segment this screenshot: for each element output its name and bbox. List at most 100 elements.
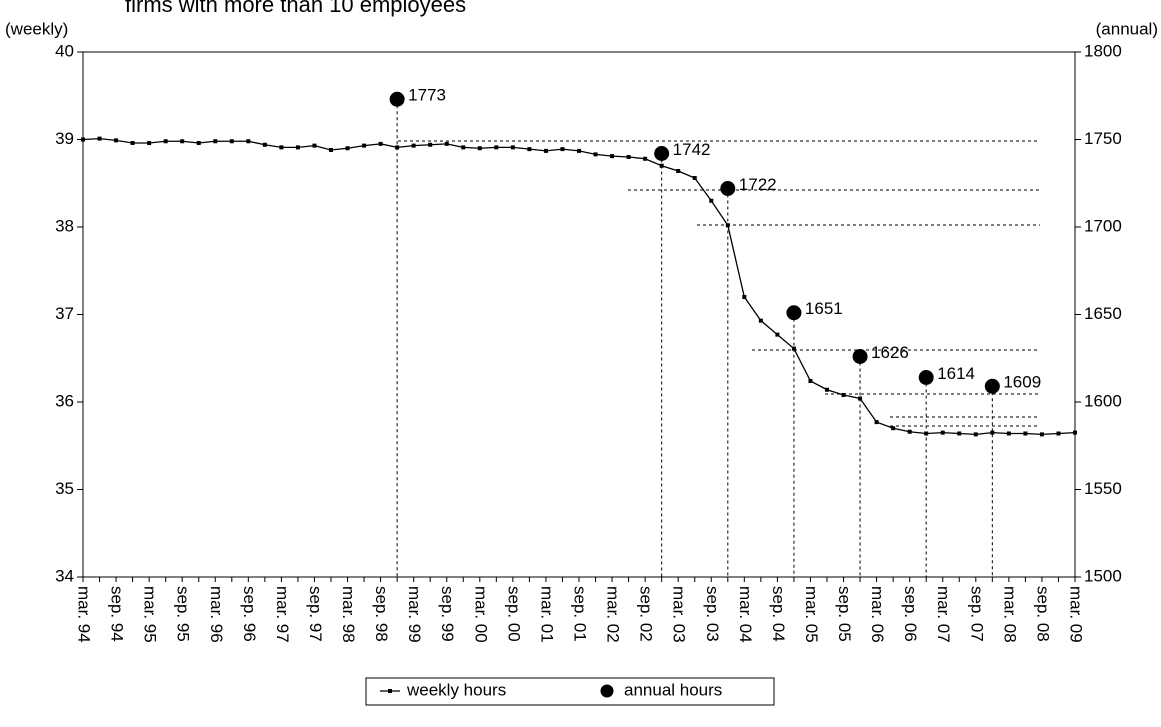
x-tick-label: sep. 08 <box>1033 586 1052 642</box>
legend-symbol <box>600 684 614 698</box>
x-tick-label: sep. 98 <box>372 586 391 642</box>
weekly-marker <box>295 145 300 150</box>
weekly-marker <box>593 152 598 157</box>
x-tick-label: sep. 02 <box>637 586 656 642</box>
annual-point <box>852 349 868 364</box>
weekly-marker <box>213 139 218 144</box>
weekly-marker <box>279 145 284 150</box>
weekly-marker <box>643 156 648 161</box>
weekly-marker <box>940 430 945 435</box>
y2-tick-label: 1750 <box>1084 129 1122 148</box>
x-tick-label: mar. 01 <box>537 586 556 643</box>
y-tick-label: 34 <box>55 566 74 585</box>
x-tick-label: sep. 99 <box>438 586 457 642</box>
weekly-marker <box>610 154 615 159</box>
weekly-marker <box>891 426 896 431</box>
y2-tick-label: 1700 <box>1084 216 1122 235</box>
weekly-marker <box>1006 431 1011 436</box>
weekly-marker <box>229 139 234 144</box>
x-tick-label: mar. 98 <box>339 586 358 643</box>
weekly-marker <box>147 141 152 145</box>
weekly-marker <box>825 387 829 392</box>
y2-tick-label: 1550 <box>1084 479 1122 498</box>
weekly-marker <box>180 139 185 144</box>
annual-point <box>918 370 934 385</box>
x-tick-label: sep. 94 <box>108 586 127 642</box>
weekly-marker <box>81 137 85 142</box>
x-tick-label: mar. 94 <box>75 586 94 643</box>
weekly-marker <box>990 430 995 435</box>
x-tick-label: sep. 05 <box>835 586 854 642</box>
annual-point <box>720 181 736 196</box>
weekly-marker <box>163 139 168 144</box>
annual-point <box>984 378 1000 394</box>
weekly-marker <box>676 169 681 173</box>
annual-point <box>786 305 802 321</box>
x-tick-label: sep. 01 <box>571 586 590 642</box>
legend-symbol <box>388 689 392 693</box>
x-tick-label: sep. 95 <box>174 586 193 642</box>
weekly-marker <box>1039 432 1044 437</box>
y-tick-label: 37 <box>55 304 74 323</box>
y-tick-label: 36 <box>55 391 74 410</box>
x-tick-label: sep. 06 <box>901 586 920 642</box>
data-label: 1651 <box>805 299 843 318</box>
weekly-marker <box>345 146 350 151</box>
y-tick-label: 35 <box>55 479 74 498</box>
weekly-marker <box>841 393 846 397</box>
y-tick-label: 40 <box>55 41 74 60</box>
weekly-marker <box>428 142 433 147</box>
weekly-marker <box>907 429 912 434</box>
annual-point <box>654 146 670 161</box>
legend-label: annual hours <box>624 680 722 699</box>
weekly-marker <box>329 148 333 152</box>
x-tick-label: mar. 04 <box>736 586 755 643</box>
x-tick-label: mar. 08 <box>1000 586 1019 643</box>
x-tick-label: sep. 04 <box>769 586 788 642</box>
x-tick-label: mar. 05 <box>802 586 821 643</box>
x-tick-label: mar. 99 <box>405 586 424 643</box>
x-tick-label: mar. 03 <box>670 586 689 643</box>
legend: weekly hours annual hours <box>365 677 775 706</box>
x-tick-label: sep. 03 <box>703 586 722 642</box>
y2-tick-label: 1500 <box>1084 566 1122 585</box>
x-tick-label: mar. 07 <box>934 586 953 643</box>
y-tick-label: 39 <box>55 129 74 148</box>
weekly-marker <box>709 198 714 203</box>
weekly-marker <box>362 143 367 148</box>
x-tick-label: sep. 07 <box>967 586 986 642</box>
data-label: 1614 <box>937 364 975 383</box>
weekly-marker <box>791 346 796 351</box>
weekly-marker <box>527 147 532 152</box>
weekly-marker <box>957 431 962 436</box>
weekly-marker <box>510 145 515 150</box>
weekly-marker <box>973 432 978 437</box>
weekly-marker <box>742 295 747 299</box>
x-tick-label: mar. 97 <box>273 586 292 643</box>
data-label: 1773 <box>408 86 446 105</box>
x-tick-label: mar. 95 <box>141 586 160 643</box>
weekly-marker <box>543 148 548 153</box>
x-tick-label: sep. 00 <box>504 586 523 642</box>
weekly-marker <box>97 136 102 141</box>
weekly-marker <box>775 332 780 337</box>
weekly-marker <box>262 142 267 147</box>
weekly-marker <box>444 141 449 146</box>
weekly-marker <box>312 143 317 148</box>
weekly-marker <box>874 420 879 425</box>
data-label: 1609 <box>1003 373 1041 392</box>
weekly-marker <box>560 147 565 152</box>
y2-tick-label: 1600 <box>1084 391 1122 410</box>
x-tick-label: sep. 97 <box>306 586 325 642</box>
weekly-marker <box>626 155 631 159</box>
data-label: 1626 <box>871 343 909 362</box>
weekly-marker <box>246 139 251 144</box>
data-label: 1742 <box>673 140 711 159</box>
weekly-marker <box>130 141 135 145</box>
x-tick-label: mar. 96 <box>207 586 226 643</box>
x-tick-label: sep. 96 <box>240 586 259 642</box>
weekly-marker <box>1056 431 1061 436</box>
chart-title: firms with more than 10 employees <box>125 0 466 17</box>
x-tick-label: mar. 00 <box>471 586 490 643</box>
